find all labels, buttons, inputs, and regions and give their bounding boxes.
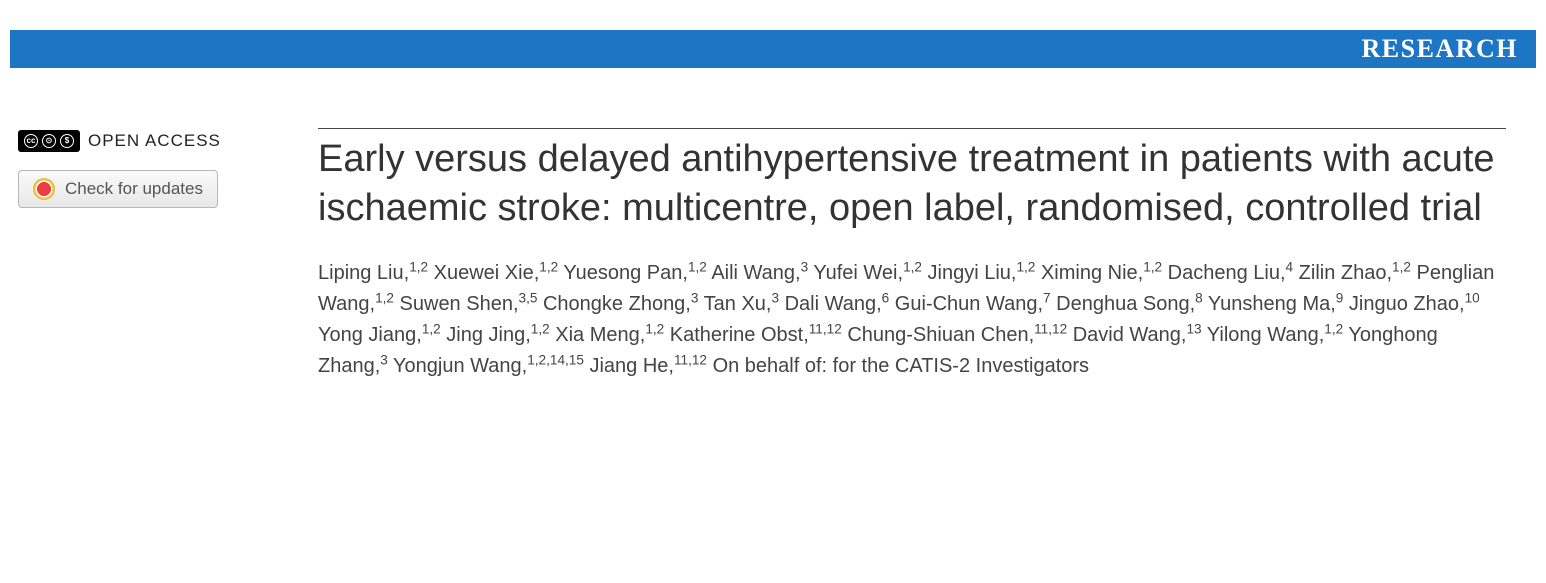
author-affiliation: 1,2 (903, 260, 922, 275)
author-affiliation: 6 (882, 291, 890, 306)
author: Gui-Chun Wang,7 (895, 293, 1051, 315)
author-affiliation: 1,2 (409, 260, 428, 275)
author-affiliation: 1,2 (1392, 260, 1411, 275)
author: Yilong Wang,1,2 (1207, 324, 1343, 346)
author-affiliation: 7 (1043, 291, 1051, 306)
author: Jing Jing,1,2 (446, 324, 549, 346)
article-title: Early versus delayed antihypertensive tr… (318, 135, 1506, 232)
author-affiliation: 8 (1195, 291, 1203, 306)
open-access-row: cc ⊙ $ OPEN ACCESS (18, 130, 288, 152)
author-affiliation: 3 (771, 291, 779, 306)
author: Xuewei Xie,1,2 (434, 262, 559, 284)
author-affiliation: 4 (1286, 260, 1294, 275)
author-affiliation: 1,2 (539, 260, 558, 275)
author: Jiang He,11,12 (589, 355, 707, 377)
author-list: Liping Liu,1,2 Xuewei Xie,1,2 Yuesong Pa… (318, 258, 1506, 382)
author: Yufei Wei,1,2 (813, 262, 922, 284)
author-affiliation: 1,2 (375, 291, 394, 306)
author: Aili Wang,3 (711, 262, 808, 284)
author: Tan Xu,3 (704, 293, 779, 315)
author-affiliation: 1,2 (1016, 260, 1035, 275)
author: Suwen Shen,3,5 (400, 293, 538, 315)
author: Jingyi Liu,1,2 (928, 262, 1036, 284)
author-affiliation: 11,12 (674, 353, 707, 368)
crossmark-icon (33, 178, 55, 200)
author: Katherine Obst,11,12 (670, 324, 842, 346)
author: Jinguo Zhao,10 (1349, 293, 1480, 315)
nc-icon: $ (60, 134, 74, 148)
on-behalf-text: On behalf of: for the CATIS-2 Investigat… (713, 355, 1089, 377)
author: Dacheng Liu,4 (1168, 262, 1293, 284)
author: Liping Liu,1,2 (318, 262, 428, 284)
author-affiliation: 1,2 (688, 260, 707, 275)
author: Yunsheng Ma,9 (1208, 293, 1343, 315)
author-affiliation: 1,2 (1143, 260, 1162, 275)
check-updates-button[interactable]: Check for updates (18, 170, 218, 208)
check-updates-label: Check for updates (65, 179, 203, 199)
author-affiliation: 13 (1186, 322, 1201, 337)
by-icon: ⊙ (42, 134, 56, 148)
cc-icon: cc (24, 134, 38, 148)
author-affiliation: 1,2 (645, 322, 664, 337)
author-affiliation: 3 (801, 260, 809, 275)
author-affiliation: 3 (380, 353, 388, 368)
author-affiliation: 3,5 (519, 291, 538, 306)
author-affiliation: 3 (691, 291, 699, 306)
article-header: Early versus delayed antihypertensive tr… (318, 128, 1506, 382)
open-access-label: OPEN ACCESS (88, 131, 221, 151)
author-affiliation: 1,2 (531, 322, 550, 337)
author-affiliation: 1,2,14,15 (527, 353, 584, 368)
author-affiliation: 1,2 (422, 322, 441, 337)
sidebar: cc ⊙ $ OPEN ACCESS Check for updates (18, 128, 288, 382)
author: Yongjun Wang,1,2,14,15 (393, 355, 584, 377)
cc-license-icon: cc ⊙ $ (18, 130, 80, 152)
author: Yuesong Pan,1,2 (563, 262, 706, 284)
author-affiliation: 9 (1336, 291, 1344, 306)
author-affiliation: 11,12 (1034, 322, 1067, 337)
author: Ximing Nie,1,2 (1041, 262, 1162, 284)
content-wrapper: cc ⊙ $ OPEN ACCESS Check for updates Ear… (0, 68, 1546, 382)
author-affiliation: 11,12 (809, 322, 842, 337)
author-affiliation: 10 (1465, 291, 1480, 306)
author: Denghua Song,8 (1056, 293, 1203, 315)
author-affiliation: 1,2 (1324, 322, 1343, 337)
author: Zilin Zhao,1,2 (1299, 262, 1411, 284)
author: Xia Meng,1,2 (555, 324, 664, 346)
author: Chongke Zhong,3 (543, 293, 698, 315)
section-banner-label: RESEARCH (1362, 34, 1518, 64)
author: Dali Wang,6 (785, 293, 890, 315)
author: Chung-Shiuan Chen,11,12 (847, 324, 1067, 346)
author: David Wang,13 (1073, 324, 1202, 346)
author: Yong Jiang,1,2 (318, 324, 441, 346)
section-banner: RESEARCH (10, 30, 1536, 68)
